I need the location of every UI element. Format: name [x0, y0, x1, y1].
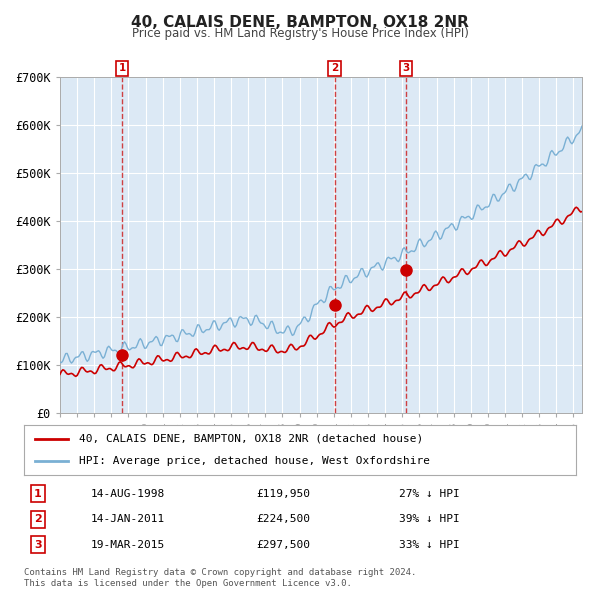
Text: 1: 1: [118, 63, 125, 73]
Text: This data is licensed under the Open Government Licence v3.0.: This data is licensed under the Open Gov…: [24, 579, 352, 588]
Text: 33% ↓ HPI: 33% ↓ HPI: [400, 540, 460, 550]
Text: 40, CALAIS DENE, BAMPTON, OX18 2NR: 40, CALAIS DENE, BAMPTON, OX18 2NR: [131, 15, 469, 30]
Text: 27% ↓ HPI: 27% ↓ HPI: [400, 489, 460, 499]
Text: 40, CALAIS DENE, BAMPTON, OX18 2NR (detached house): 40, CALAIS DENE, BAMPTON, OX18 2NR (deta…: [79, 434, 424, 444]
Text: 14-JAN-2011: 14-JAN-2011: [90, 514, 164, 525]
Text: 3: 3: [402, 63, 410, 73]
Text: 2: 2: [331, 63, 338, 73]
Text: £297,500: £297,500: [256, 540, 310, 550]
Text: 3: 3: [34, 540, 41, 550]
Text: 1: 1: [34, 489, 41, 499]
Text: 19-MAR-2015: 19-MAR-2015: [90, 540, 164, 550]
Text: Contains HM Land Registry data © Crown copyright and database right 2024.: Contains HM Land Registry data © Crown c…: [24, 568, 416, 576]
Text: Price paid vs. HM Land Registry's House Price Index (HPI): Price paid vs. HM Land Registry's House …: [131, 27, 469, 40]
Text: £119,950: £119,950: [256, 489, 310, 499]
Text: £224,500: £224,500: [256, 514, 310, 525]
Text: 14-AUG-1998: 14-AUG-1998: [90, 489, 164, 499]
Text: 39% ↓ HPI: 39% ↓ HPI: [400, 514, 460, 525]
Text: 2: 2: [34, 514, 41, 525]
Text: HPI: Average price, detached house, West Oxfordshire: HPI: Average price, detached house, West…: [79, 456, 430, 466]
